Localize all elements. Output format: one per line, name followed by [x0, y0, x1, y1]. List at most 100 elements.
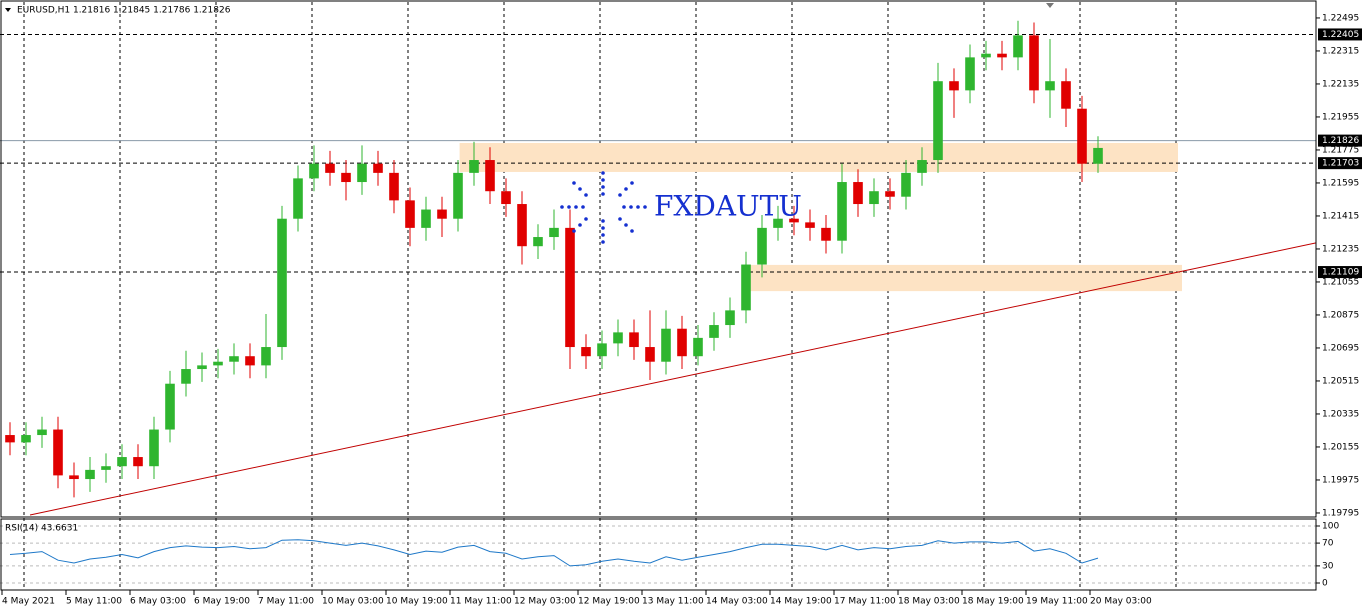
y-tick-label-bg: [1320, 275, 1363, 288]
chart-title: EURUSD,H1 1.21816 1.21845 1.21786 1.2182…: [17, 6, 231, 16]
candle-body: [853, 182, 863, 205]
candle-body: [309, 163, 319, 179]
candle-body: [165, 383, 175, 430]
candle-body: [581, 347, 591, 357]
indicator-tick-label: 70: [1322, 539, 1334, 549]
price-label-bg: [1318, 134, 1362, 147]
candle-body: [773, 218, 783, 228]
x-tick-label: 4 May 2021: [2, 597, 55, 607]
candle-body: [533, 237, 543, 247]
x-tick-label: 12 May 19:00: [578, 597, 640, 607]
candle-body: [85, 469, 95, 480]
indicator-line: [9, 539, 1099, 567]
candle-body: [229, 356, 239, 362]
y-tick-label: 1.21775: [1322, 145, 1359, 155]
candle-body: [405, 200, 415, 228]
candle-body: [277, 218, 287, 348]
candle-body: [741, 264, 751, 311]
y-tick-label-bg: [1320, 77, 1363, 90]
price-label-bg: [1318, 28, 1362, 41]
y-tick-label: 1.20155: [1322, 442, 1359, 452]
candle-body: [261, 347, 271, 366]
vertical-grid: [23, 2, 1177, 590]
watermark-logo: [560, 171, 647, 244]
y-tick-label: 1.22495: [1322, 13, 1359, 23]
candle-body: [485, 160, 495, 192]
y-tick-label: 1.20695: [1322, 343, 1359, 353]
candle-body: [1013, 35, 1023, 58]
candle-body: [389, 172, 399, 201]
candle-body: [997, 53, 1007, 58]
y-tick-label-bg: [1320, 209, 1363, 222]
candle-body: [725, 310, 735, 326]
y-tick-label: 1.21955: [1322, 112, 1359, 122]
symbol-arrow: [5, 8, 11, 12]
x-tick-label: 13 May 11:00: [642, 597, 704, 607]
candle-body: [197, 365, 207, 370]
zone: [459, 142, 1179, 172]
y-tick-label-bg: [1320, 11, 1363, 24]
price-label-bg: [1318, 157, 1362, 170]
candle-body: [1061, 81, 1071, 109]
candle-body: [293, 178, 303, 219]
y-tick-label-bg: [1320, 341, 1363, 354]
x-tick-label: 14 May 03:00: [706, 597, 768, 607]
candle-body: [69, 475, 79, 480]
y-tick-label: 1.22135: [1322, 79, 1359, 89]
y-tick-label: 1.21235: [1322, 244, 1359, 254]
candle-body: [949, 81, 959, 91]
candle-body: [965, 57, 975, 91]
price-frame: [0, 0, 1317, 518]
candle-body: [789, 218, 799, 223]
candle-body: [517, 204, 527, 247]
candle-body: [597, 343, 607, 357]
candle-body: [245, 356, 255, 366]
indicator-tick-label: 0: [1322, 578, 1328, 588]
y-tick-label: 1.20335: [1322, 409, 1359, 419]
candle-body: [501, 191, 511, 205]
candle-body: [645, 347, 655, 362]
shift-marker: [1046, 3, 1054, 8]
y-tick-label: 1.20875: [1322, 310, 1359, 320]
y-tick-label-bg: [1320, 374, 1363, 387]
candle-body: [869, 191, 879, 205]
candle-body: [1045, 81, 1055, 91]
trendline: [29, 242, 1317, 516]
x-tick-label: 19 May 11:00: [1026, 597, 1088, 607]
candle-body: [693, 337, 703, 357]
y-tick-label: 1.20515: [1322, 376, 1359, 386]
candle-body: [421, 209, 431, 228]
watermark: FXDAUTU: [654, 190, 802, 223]
candle-body: [5, 435, 15, 443]
candle-body: [341, 172, 351, 183]
x-tick-label: 10 May 03:00: [322, 597, 384, 607]
price-label: 1.22405: [1322, 30, 1359, 40]
candle-body: [709, 325, 719, 338]
y-tick-label-bg: [1320, 242, 1363, 255]
candle-body: [1077, 108, 1087, 164]
candle-body: [981, 53, 991, 58]
candle-body: [805, 222, 815, 228]
candle-body: [549, 227, 559, 238]
x-tick-label: 18 May 03:00: [898, 597, 960, 607]
price-label-bg: [1318, 266, 1362, 279]
y-tick-label-bg: [1320, 110, 1363, 123]
candle-body: [933, 81, 943, 161]
price-label: 1.21109: [1322, 268, 1359, 278]
candle-body: [325, 163, 335, 173]
y-tick-label: 1.22315: [1322, 46, 1359, 56]
candle-body: [757, 227, 767, 265]
x-tick-label: 6 May 19:00: [194, 597, 250, 607]
candle-body: [917, 160, 927, 173]
candle-body: [149, 429, 159, 467]
candle-body: [469, 160, 479, 173]
candle-body: [37, 429, 47, 436]
y-tick-label-bg: [1320, 44, 1363, 57]
y-tick-label: 1.21595: [1322, 178, 1359, 188]
candle-body: [373, 163, 383, 173]
y-tick-label: 1.19795: [1322, 508, 1359, 518]
y-tick-label-bg: [1320, 506, 1363, 519]
price-label: 1.21703: [1322, 159, 1359, 169]
